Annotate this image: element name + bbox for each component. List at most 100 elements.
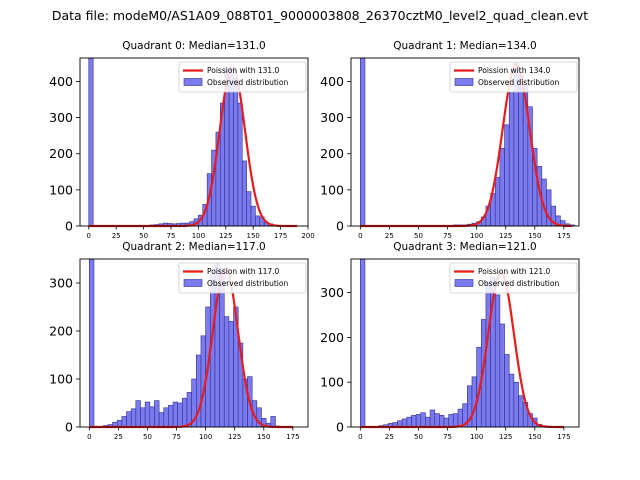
x-tick-label: 200 <box>301 232 314 240</box>
histogram-bar <box>508 373 515 428</box>
y-tick-label: 300 <box>320 110 344 125</box>
x-tick-label: 0 <box>87 232 91 240</box>
y-tick-label: 200 <box>320 146 344 161</box>
x-tick-label: 75 <box>167 232 176 240</box>
y-tick-label: 100 <box>320 182 344 197</box>
histogram-bar <box>494 176 501 227</box>
histogram-bar <box>401 418 408 428</box>
x-tick-label: 125 <box>499 433 512 441</box>
y-tick-label: 100 <box>49 182 73 197</box>
histogram-bar <box>172 401 179 428</box>
histogram-bar <box>177 402 183 428</box>
histogram-bar <box>439 415 445 428</box>
histogram-bar <box>457 408 463 428</box>
histogram-bar <box>415 414 422 428</box>
histogram-bar <box>518 73 524 227</box>
legend-observed-label: Observed distribution <box>478 78 559 87</box>
histogram-bar <box>504 124 510 227</box>
x-tick-label: 50 <box>143 433 152 441</box>
histogram-bar <box>158 412 165 428</box>
x-tick-label: 125 <box>219 232 232 240</box>
x-tick-label: 150 <box>528 433 541 441</box>
quadrant-2-axes-frame <box>79 258 309 428</box>
histogram-bar <box>135 400 141 428</box>
x-tick-label: 50 <box>414 232 423 240</box>
x-tick-label: 100 <box>470 232 483 240</box>
quadrant-2-legend: Poission with 117.0 Observed distribution <box>178 262 307 294</box>
quadrant-1-axes-frame <box>350 57 580 227</box>
x-tick-label: 175 <box>286 433 299 441</box>
legend-box <box>449 262 578 294</box>
x-tick-label: 175 <box>557 433 570 441</box>
histogram-bar <box>163 407 169 428</box>
histogram-bar <box>429 409 436 428</box>
histogram-bar <box>504 354 510 428</box>
y-tick-label: 0 <box>336 219 344 234</box>
histogram-bar <box>182 397 188 428</box>
histogram-bar <box>149 406 155 428</box>
histogram-bar <box>233 77 239 227</box>
legend-box <box>449 61 578 93</box>
histogram-bar <box>499 148 505 227</box>
x-tick-label: 25 <box>112 232 121 240</box>
x-tick-label: 175 <box>274 232 287 240</box>
x-tick-label: 75 <box>443 433 452 441</box>
histogram-bar <box>250 205 256 227</box>
quadrant-1-legend: Poission with 134.0 Observed distribution <box>449 61 578 93</box>
x-tick-label: 25 <box>385 433 394 441</box>
x-tick-label: 175 <box>557 232 570 240</box>
histogram-bar <box>241 160 247 227</box>
histogram-bar <box>255 215 261 227</box>
histogram-bar <box>270 416 276 428</box>
histogram-bar <box>443 417 450 428</box>
y-tick-label: 400 <box>320 74 344 89</box>
histogram-bar <box>360 57 366 227</box>
quadrant-2-panel: Quadrant 2: Median=117.0 0 100 200 300 0 25 50 7… <box>49 241 309 441</box>
x-tick-label: 25 <box>385 232 394 240</box>
histogram-bar <box>425 416 431 428</box>
quadrant-1-panel: Quadrant 1: Median=134.0 0 100 200 300 400 0 25… <box>320 40 580 240</box>
histogram-bar <box>88 57 94 227</box>
y-tick-label: 100 <box>320 375 344 390</box>
quadrant-0-axes-frame <box>79 57 309 227</box>
quadrant-2-title: Quadrant 2: Median=117.0 <box>122 241 265 253</box>
histogram-bar <box>140 407 146 428</box>
histogram-bar <box>237 102 243 227</box>
legend-observed-label: Observed distribution <box>207 279 288 288</box>
quadrant-0-legend: Poission with 131.0 Observed distribution <box>178 61 307 93</box>
quadrant-0-title: Quadrant 0: Median=131.0 <box>122 40 265 52</box>
y-tick-label: 200 <box>320 330 344 345</box>
histogram-bar <box>513 381 519 428</box>
histogram-bar <box>518 395 524 428</box>
y-tick-label: 0 <box>336 420 344 435</box>
histogram-bar <box>168 405 174 428</box>
histogram-bar <box>144 401 151 428</box>
x-tick-label: 50 <box>139 232 148 240</box>
x-tick-label: 125 <box>499 232 512 240</box>
x-tick-label: 75 <box>172 433 181 441</box>
x-tick-label: 100 <box>199 433 212 441</box>
x-tick-label: 25 <box>114 433 123 441</box>
x-tick-label: 100 <box>470 433 483 441</box>
x-tick-label: 50 <box>414 433 423 441</box>
y-tick-label: 100 <box>49 372 73 387</box>
x-tick-label: 100 <box>192 232 205 240</box>
histogram-bar <box>223 316 230 428</box>
legend-fit-label: Poission with 117.0 <box>207 267 280 276</box>
histogram-bar <box>453 413 459 428</box>
quadrant-3-panel: Quadrant 3: Median=121.0 0 100 200 300 0 25 50 7… <box>320 241 580 441</box>
y-tick-label: 0 <box>65 420 73 435</box>
x-tick-label: 150 <box>247 232 260 240</box>
x-tick-label: 150 <box>257 433 270 441</box>
y-tick-label: 200 <box>49 146 73 161</box>
quadrant-3-title: Quadrant 3: Median=121.0 <box>393 241 536 253</box>
histogram-bar <box>448 414 454 428</box>
legend-observed-label: Observed distribution <box>478 279 559 288</box>
histogram-bar <box>121 416 127 428</box>
legend-fit-label: Poission with 131.0 <box>207 66 280 75</box>
legend-observed-swatch <box>454 78 474 86</box>
y-tick-label: 0 <box>65 219 73 234</box>
histogram-bar <box>130 408 137 428</box>
legend-box <box>178 262 307 294</box>
